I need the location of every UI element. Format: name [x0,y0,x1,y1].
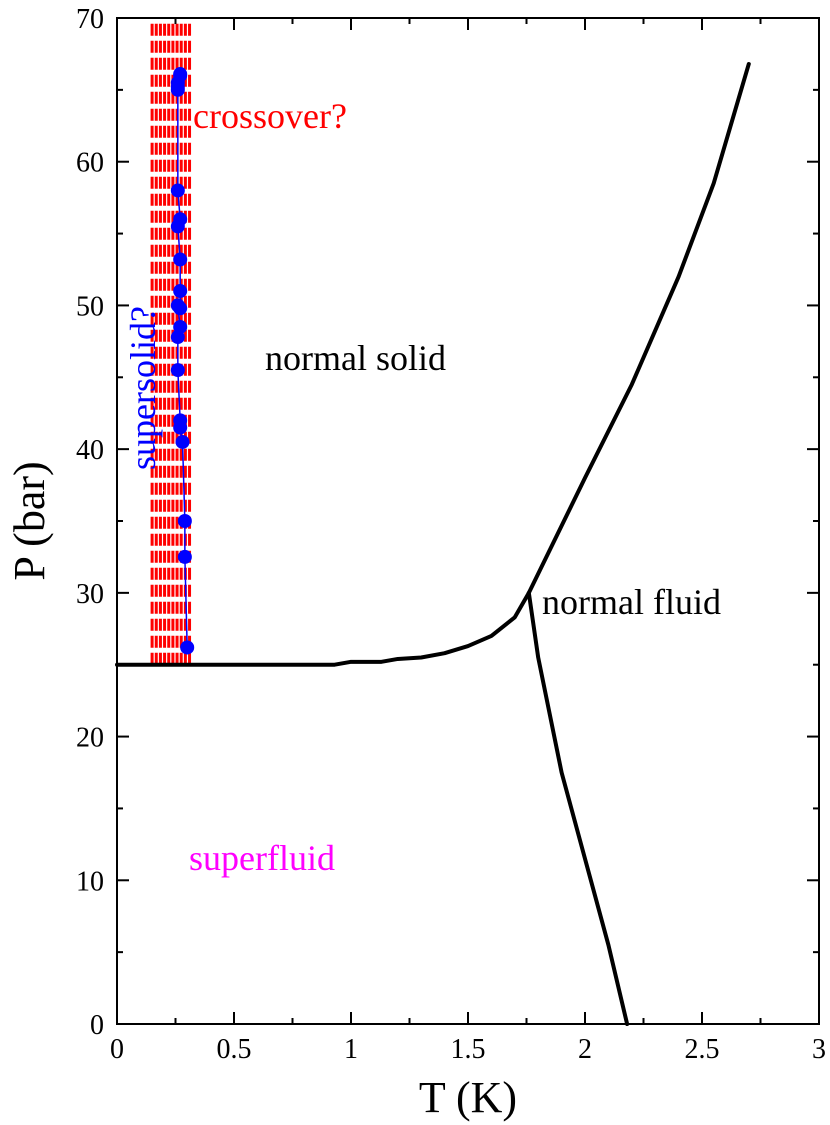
y-tick-label: 10 [76,866,104,897]
supersolid-point [170,363,185,378]
supersolid-point [173,284,188,299]
x-tick-label: 1.5 [451,1034,486,1065]
y-tick-label: 40 [76,435,104,466]
supersolid-point [173,212,188,227]
y-tick-label: 50 [76,291,104,322]
supersolid-point [177,514,192,528]
supersolid-point [177,549,192,564]
annotation-supersolid: supersolid? [123,306,163,470]
x-tick-label: 0 [110,1034,124,1065]
supersolid-point [173,301,188,316]
supersolid-point [170,183,185,198]
y-tick-label: 0 [90,1010,104,1041]
y-tick-label: 30 [76,579,104,610]
boundary-lambda [526,590,630,1026]
phase-boundaries [115,61,751,1026]
supersolid-point [180,640,195,655]
y-tick-label: 60 [76,148,104,179]
supersolid-series [170,67,195,655]
x-tick-label: 3 [812,1034,826,1065]
y-tick-label: 20 [76,723,104,754]
annotation-crossover: crossover? [193,96,347,136]
boundary-solid-fluid [526,61,751,595]
supersolid-point [173,67,188,82]
x-tick-label: 2.5 [685,1034,720,1065]
y-tick-label: 70 [76,4,104,35]
x-tick-label: 0.5 [217,1034,252,1065]
x-axis-title: T (K) [419,1073,517,1122]
boundary-melting [115,590,531,667]
supersolid-point [173,252,188,267]
annotation-superfluid: superfluid [189,838,335,878]
annotation-normal-fluid: normal fluid [542,582,721,622]
supersolid-point [173,319,188,334]
supersolid-point [173,413,188,428]
supersolid-point [175,434,190,449]
annotation-normal-solid: normal solid [265,338,446,378]
x-tick-label: 1 [344,1034,358,1065]
x-tick-label: 2 [578,1034,592,1065]
y-axis-title: P (bar) [5,461,54,580]
